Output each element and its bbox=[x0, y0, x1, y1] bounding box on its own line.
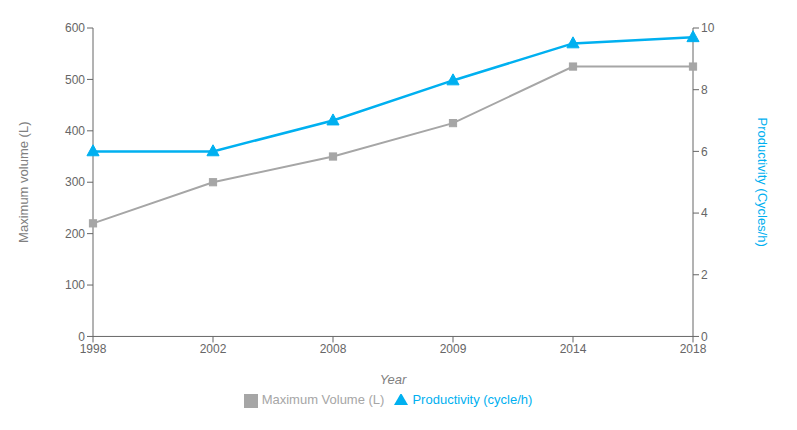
svg-text:600: 600 bbox=[65, 21, 85, 35]
svg-text:2009: 2009 bbox=[440, 342, 467, 356]
svg-text:4: 4 bbox=[701, 206, 708, 220]
svg-text:0: 0 bbox=[701, 330, 708, 344]
svg-text:1998: 1998 bbox=[80, 342, 107, 356]
svg-text:300: 300 bbox=[65, 175, 85, 189]
svg-text:100: 100 bbox=[65, 278, 85, 292]
svg-text:2014: 2014 bbox=[560, 342, 587, 356]
svg-text:0: 0 bbox=[78, 330, 85, 344]
svg-text:Year: Year bbox=[380, 372, 407, 387]
svg-text:Productivity (Cycles/h): Productivity (Cycles/h) bbox=[755, 118, 770, 247]
svg-text:500: 500 bbox=[65, 73, 85, 87]
svg-text:200: 200 bbox=[65, 227, 85, 241]
svg-text:10: 10 bbox=[701, 21, 715, 35]
html-text:Maximum Volume (L): Maximum Volume (L) bbox=[261, 392, 385, 408]
svg-text:2008: 2008 bbox=[320, 342, 347, 356]
svg-text:Maximum volume (L): Maximum volume (L) bbox=[16, 122, 31, 243]
svg-text:2: 2 bbox=[701, 268, 708, 282]
svg-text:6: 6 bbox=[701, 145, 708, 159]
svg-text:2018: 2018 bbox=[680, 342, 707, 356]
svg-text:8: 8 bbox=[701, 83, 708, 97]
svg-text:2002: 2002 bbox=[200, 342, 227, 356]
html-text:Productivity (cycle/h): Productivity (cycle/h) bbox=[412, 392, 533, 408]
svg-text:400: 400 bbox=[65, 124, 85, 138]
